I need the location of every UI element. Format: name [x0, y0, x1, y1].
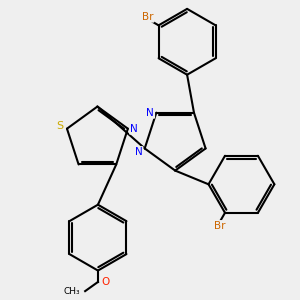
Text: N: N	[146, 108, 154, 118]
Text: Br: Br	[142, 12, 153, 22]
Text: CH₃: CH₃	[63, 286, 80, 296]
Text: N: N	[130, 124, 138, 134]
Text: S: S	[56, 122, 63, 131]
Text: N: N	[135, 147, 142, 157]
Text: O: O	[102, 277, 110, 287]
Text: Br: Br	[214, 221, 226, 231]
